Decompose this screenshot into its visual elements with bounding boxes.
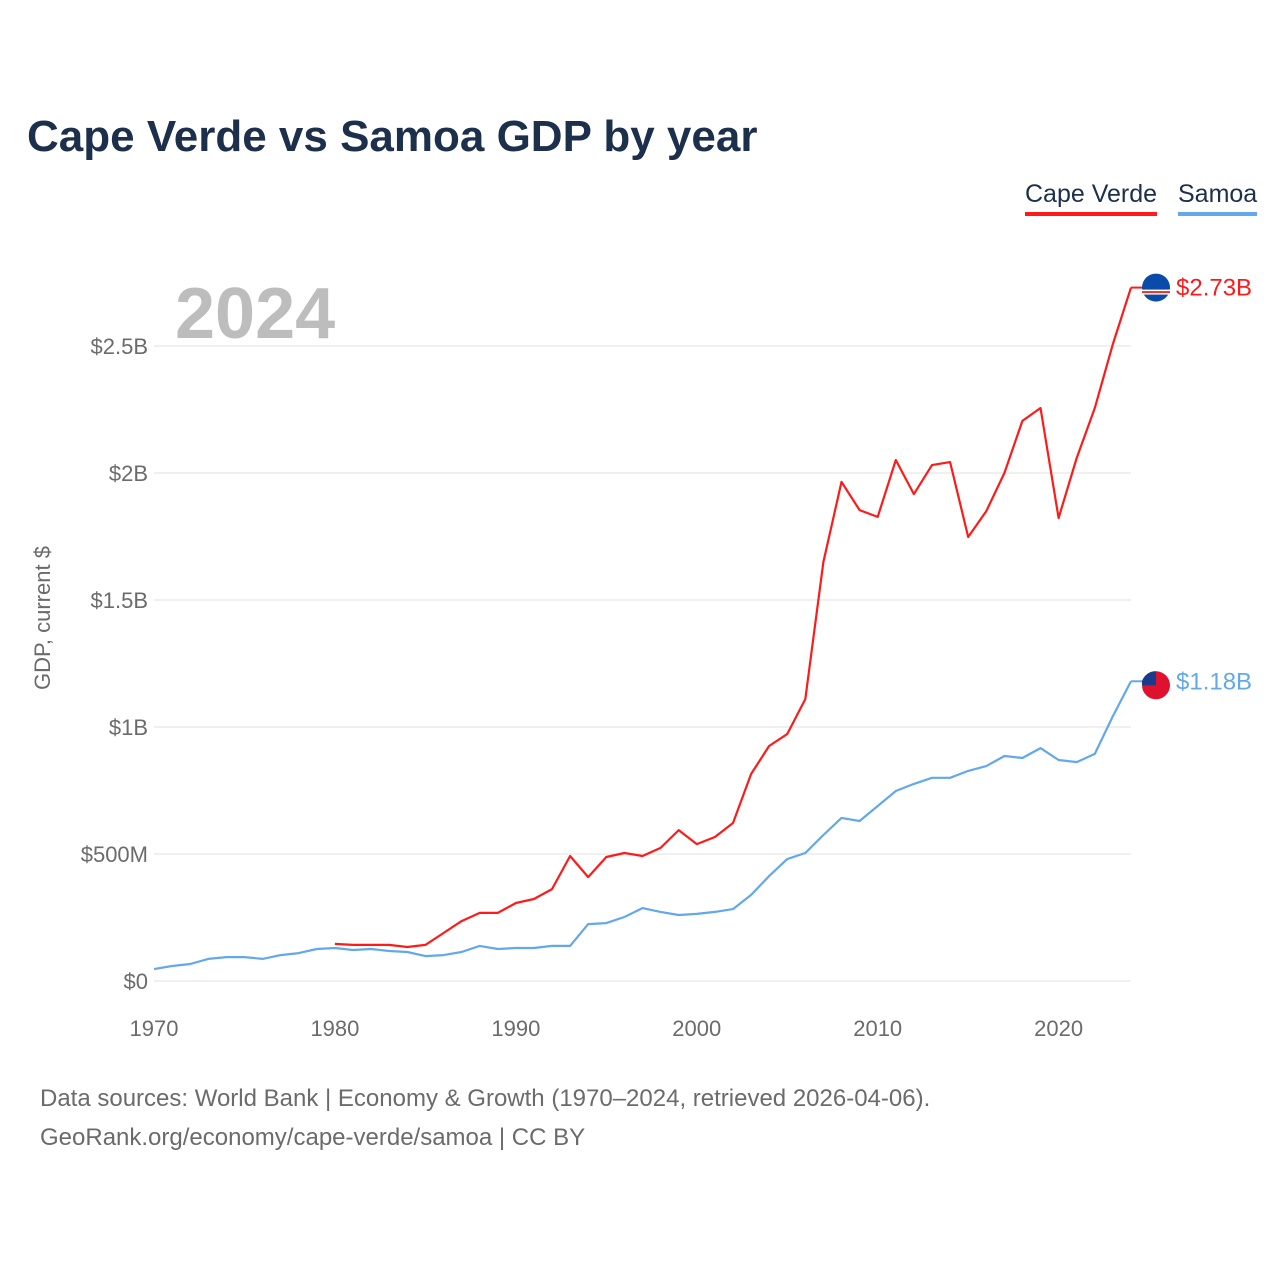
x-tick-label: 2000 — [672, 1016, 721, 1041]
legend-item-samoa[interactable]: Samoa — [1178, 180, 1258, 216]
y-tick-label: $1B — [109, 715, 148, 740]
x-tick-label: 2010 — [853, 1016, 902, 1041]
footer-credit: GeoRank.org/economy/cape-verde/samoa | C… — [40, 1124, 586, 1151]
y-axis-title: GDP, current $ — [30, 546, 55, 690]
y-tick-label: $2B — [109, 461, 148, 486]
x-tick-label: 1970 — [130, 1016, 179, 1041]
series-line-cape-verde — [334, 287, 1133, 949]
flag-background — [1142, 273, 1170, 302]
flag-canton — [1142, 671, 1156, 686]
y-tick-label: $1.5B — [91, 588, 149, 613]
samoa-flag-icon — [1142, 671, 1170, 700]
end-value-label: $2.73B — [1176, 275, 1252, 302]
x-tick-label: 2020 — [1034, 1016, 1083, 1041]
flag-stripe — [1142, 291, 1170, 294]
footer-sources: Data sources: World Bank | Economy & Gro… — [40, 1085, 931, 1112]
x-tick-label: 1990 — [491, 1016, 540, 1041]
x-tick-label: 1980 — [310, 1016, 359, 1041]
end-value-label: $1.18B — [1176, 668, 1252, 695]
legend-item-cape-verde[interactable]: Cape Verde — [1025, 180, 1158, 216]
y-tick-label: $500M — [81, 842, 148, 867]
chart-title: Cape Verde vs Samoa GDP by year — [27, 112, 758, 161]
cape-verde-flag-icon — [1142, 273, 1170, 302]
y-tick-label: $2.5B — [91, 334, 149, 359]
series-line-samoa — [153, 680, 1132, 971]
year-label: 2024 — [175, 274, 335, 354]
y-tick-label: $0 — [124, 969, 148, 994]
